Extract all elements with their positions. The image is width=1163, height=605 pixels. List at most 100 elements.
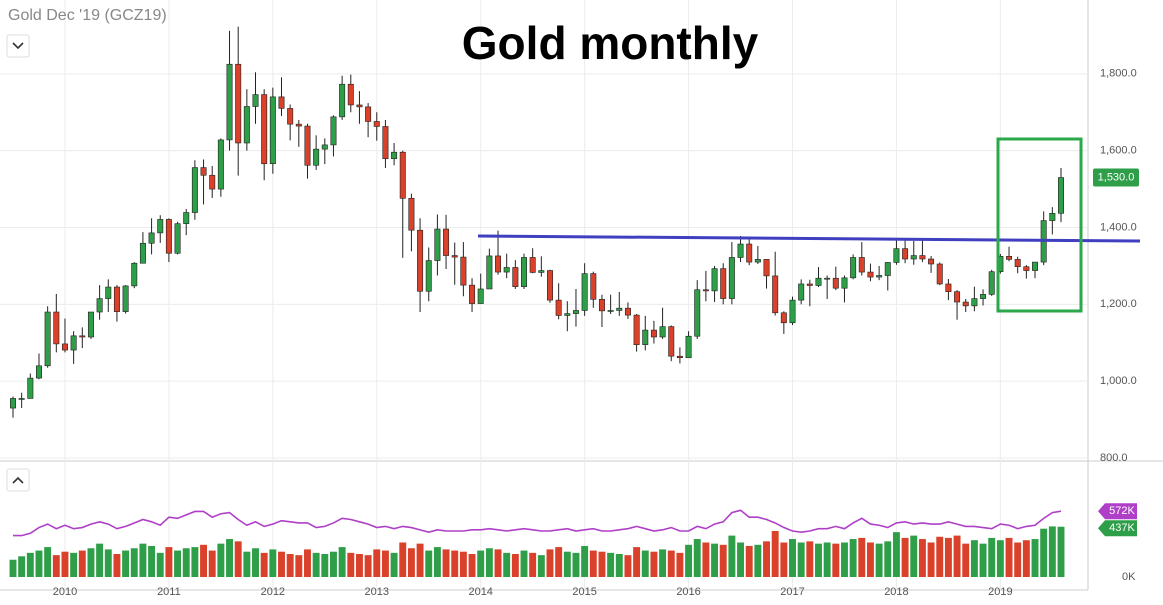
candle-body [971, 298, 978, 307]
volume-bar [546, 549, 554, 577]
volume-bar [295, 555, 303, 577]
volume-bar [936, 536, 944, 577]
volume-bar [849, 539, 857, 577]
x-tick-label: 2016 [676, 586, 700, 598]
candle-body [313, 148, 320, 166]
volume-bar [425, 550, 433, 577]
candle-body [87, 311, 94, 338]
candle-body [53, 311, 60, 345]
volume-bar [338, 547, 346, 577]
candle-body [564, 313, 571, 316]
candle-body [642, 329, 649, 345]
candle-body [728, 257, 735, 299]
volume-bar [685, 544, 693, 577]
volume-bar [641, 550, 649, 577]
candle-body [685, 335, 692, 359]
volume-bar [563, 551, 571, 577]
volume-bar [329, 551, 337, 577]
volume-bar [745, 545, 753, 577]
volume-bar [598, 551, 606, 577]
volume-bar [511, 554, 519, 577]
candle-body [243, 106, 250, 144]
candle-body [295, 123, 302, 127]
volume-bar [355, 554, 363, 577]
candle-body [495, 255, 502, 273]
candle-body [988, 271, 995, 295]
candle-body [555, 299, 562, 316]
candle-body [217, 139, 224, 190]
candle-body [590, 273, 597, 300]
volume-bar [1040, 528, 1048, 577]
volume-bar [693, 539, 701, 577]
volume-bar [1022, 540, 1030, 577]
candle-body [876, 275, 883, 278]
volume-bar [485, 548, 493, 577]
volume-bar [269, 549, 277, 577]
candle-body [529, 257, 536, 273]
volume-bar [529, 552, 537, 577]
volume-bar [113, 554, 121, 577]
y-tick-label: 800.0 [1100, 452, 1128, 464]
x-tick-label: 2010 [53, 586, 77, 598]
volume-bar [243, 551, 251, 577]
candle-body [824, 277, 831, 280]
candle-body [486, 255, 493, 290]
candle-body [936, 263, 943, 285]
volume-bar [572, 552, 580, 577]
candle-body [330, 116, 337, 146]
candle-body [858, 257, 865, 273]
x-tick-label: 2018 [884, 586, 908, 598]
volume-bar [312, 552, 320, 577]
candle-body [945, 283, 952, 292]
volume-bar [858, 537, 866, 577]
volume-bar [87, 548, 95, 577]
volume-bar [278, 551, 285, 577]
candle-body [200, 167, 207, 176]
candle-body [399, 151, 406, 199]
volume-bar [70, 552, 78, 577]
open-interest-label: 572K [1109, 505, 1135, 517]
volume-bar [823, 542, 831, 577]
volume-bar [1048, 526, 1056, 577]
volume-bar [78, 550, 86, 577]
volume-bar [1005, 537, 1013, 577]
volume-bar [165, 547, 173, 577]
candle-body [737, 243, 744, 258]
volume-bar [789, 539, 796, 577]
x-tick-label: 2011 [157, 586, 181, 598]
candle-body [70, 335, 77, 351]
volume-bar [226, 539, 233, 577]
volume-bar [451, 550, 459, 577]
volume-bar [728, 535, 736, 577]
volume-bar [650, 551, 658, 577]
candle-body [373, 121, 380, 127]
marks [9, 26, 1065, 577]
candle-body [962, 301, 969, 307]
volume-bar [537, 555, 545, 577]
last-price-tag [1093, 168, 1139, 187]
candle-body [304, 125, 311, 166]
candle-body [832, 277, 839, 289]
volume-bar [156, 552, 164, 577]
volume-bar [520, 550, 528, 577]
candle-body [261, 94, 268, 165]
collapse-button[interactable] [6, 34, 30, 58]
candle-body [668, 326, 675, 357]
volume-bar [347, 552, 355, 577]
y-tick-label: 1,400.0 [1100, 221, 1137, 233]
candle-body [113, 286, 120, 312]
x-tick-label: 2015 [572, 586, 596, 598]
volume-bar [953, 535, 961, 577]
candle-body [754, 259, 761, 263]
candle-body [44, 311, 51, 367]
volume-bar [321, 554, 329, 577]
volume-bar [815, 543, 822, 577]
volume-bar [18, 556, 26, 577]
candle-body [659, 326, 666, 338]
volume-bar [442, 549, 450, 577]
candle-body [902, 248, 909, 260]
volume-expand-button[interactable] [6, 468, 30, 492]
candle-body [425, 260, 432, 292]
candle-body [209, 174, 216, 190]
candle-body [122, 285, 129, 312]
